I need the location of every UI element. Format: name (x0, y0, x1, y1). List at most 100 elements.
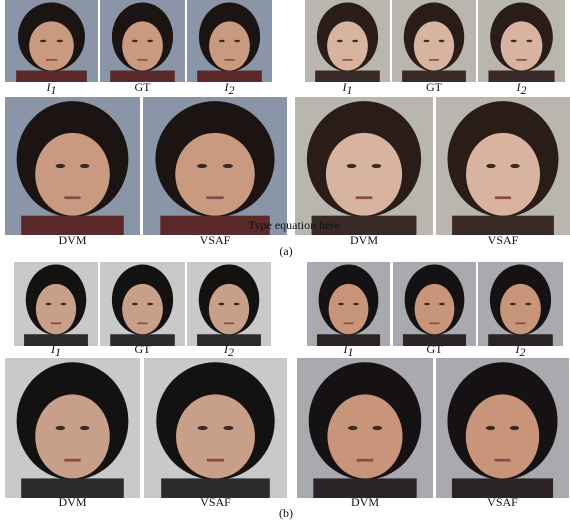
eye (197, 164, 207, 168)
eye (486, 164, 495, 168)
eye (372, 426, 382, 430)
mouth (51, 322, 61, 324)
eye (372, 164, 382, 168)
annotation: Type equation here (248, 218, 340, 232)
face-image (478, 262, 563, 346)
mouth (356, 196, 373, 199)
face-image (100, 0, 185, 82)
face-image (187, 0, 272, 82)
mouth (64, 459, 80, 462)
face-image (5, 97, 140, 235)
face-image (143, 97, 287, 235)
mouth (495, 196, 511, 199)
face (329, 284, 369, 334)
face (29, 21, 74, 70)
face-image (297, 358, 433, 498)
shirt (197, 71, 262, 82)
mouth (207, 459, 224, 462)
eye (61, 303, 67, 306)
panel-label: (a) (279, 244, 292, 258)
panel-label: (b) (279, 506, 293, 520)
eye (526, 40, 532, 42)
result-label: DVM (58, 495, 86, 509)
eye (439, 303, 445, 306)
figure: I1GTI2DVMVSAFI1GTI2DVMVSAF(a)Type equati… (0, 0, 570, 525)
eye (424, 40, 430, 42)
input-subscript: 1 (347, 83, 353, 97)
shirt (315, 71, 380, 82)
face-image (5, 0, 98, 82)
eye (223, 426, 233, 430)
input-label: GT (135, 80, 152, 94)
mouth (430, 322, 440, 324)
input-subscript: 1 (348, 345, 354, 359)
eye (147, 303, 153, 306)
eye (337, 40, 343, 42)
eye (510, 426, 519, 430)
face-image (436, 358, 569, 498)
face (327, 394, 402, 478)
eye (219, 40, 225, 42)
eye (132, 303, 138, 306)
eye (510, 303, 516, 306)
input-subscript: 1 (55, 345, 61, 359)
face-image (478, 0, 565, 82)
result-label: DVM (58, 233, 86, 247)
mouth (224, 322, 234, 324)
eye (352, 40, 358, 42)
eye (338, 303, 344, 306)
input-subscript: 2 (521, 83, 527, 97)
input-subscript: 1 (51, 83, 57, 97)
eye (40, 40, 47, 42)
eye (132, 40, 138, 42)
mouth (495, 459, 511, 462)
mouth (357, 459, 373, 462)
eye (348, 426, 358, 430)
face (327, 21, 368, 70)
face (35, 394, 110, 478)
mouth (516, 59, 526, 61)
result-label: DVM (351, 495, 379, 509)
face (36, 284, 76, 334)
mouth (137, 322, 147, 324)
mouth (137, 59, 147, 61)
eye (439, 40, 445, 42)
result-label: VSAF (488, 233, 519, 247)
eye (80, 426, 89, 430)
input-subscript: 2 (520, 345, 526, 359)
face (501, 21, 543, 70)
face-image (14, 262, 98, 346)
face (176, 394, 255, 478)
shirt (488, 71, 554, 82)
eye (219, 303, 225, 306)
eye (147, 40, 153, 42)
face-image (307, 262, 390, 346)
eye (57, 40, 64, 42)
face (415, 284, 455, 334)
eye (234, 303, 240, 306)
face-image (305, 0, 390, 82)
face (414, 21, 454, 70)
result-label: DVM (350, 233, 378, 247)
eye (46, 303, 52, 306)
face (326, 133, 402, 216)
input-label: GT (426, 80, 443, 94)
face-image (144, 358, 287, 498)
eye (198, 426, 208, 430)
face (35, 133, 110, 216)
result-label: VSAF (200, 233, 231, 247)
eye (353, 303, 359, 306)
face (209, 21, 250, 70)
mouth (515, 322, 525, 324)
face-image (295, 97, 433, 235)
face (122, 284, 163, 334)
mouth (46, 59, 57, 61)
face (466, 394, 539, 478)
face (500, 284, 541, 334)
face-image (187, 262, 271, 346)
eye (56, 164, 65, 168)
mouth (429, 59, 439, 61)
result-label: VSAF (487, 495, 518, 509)
shirt (16, 71, 87, 82)
eye (511, 40, 517, 42)
